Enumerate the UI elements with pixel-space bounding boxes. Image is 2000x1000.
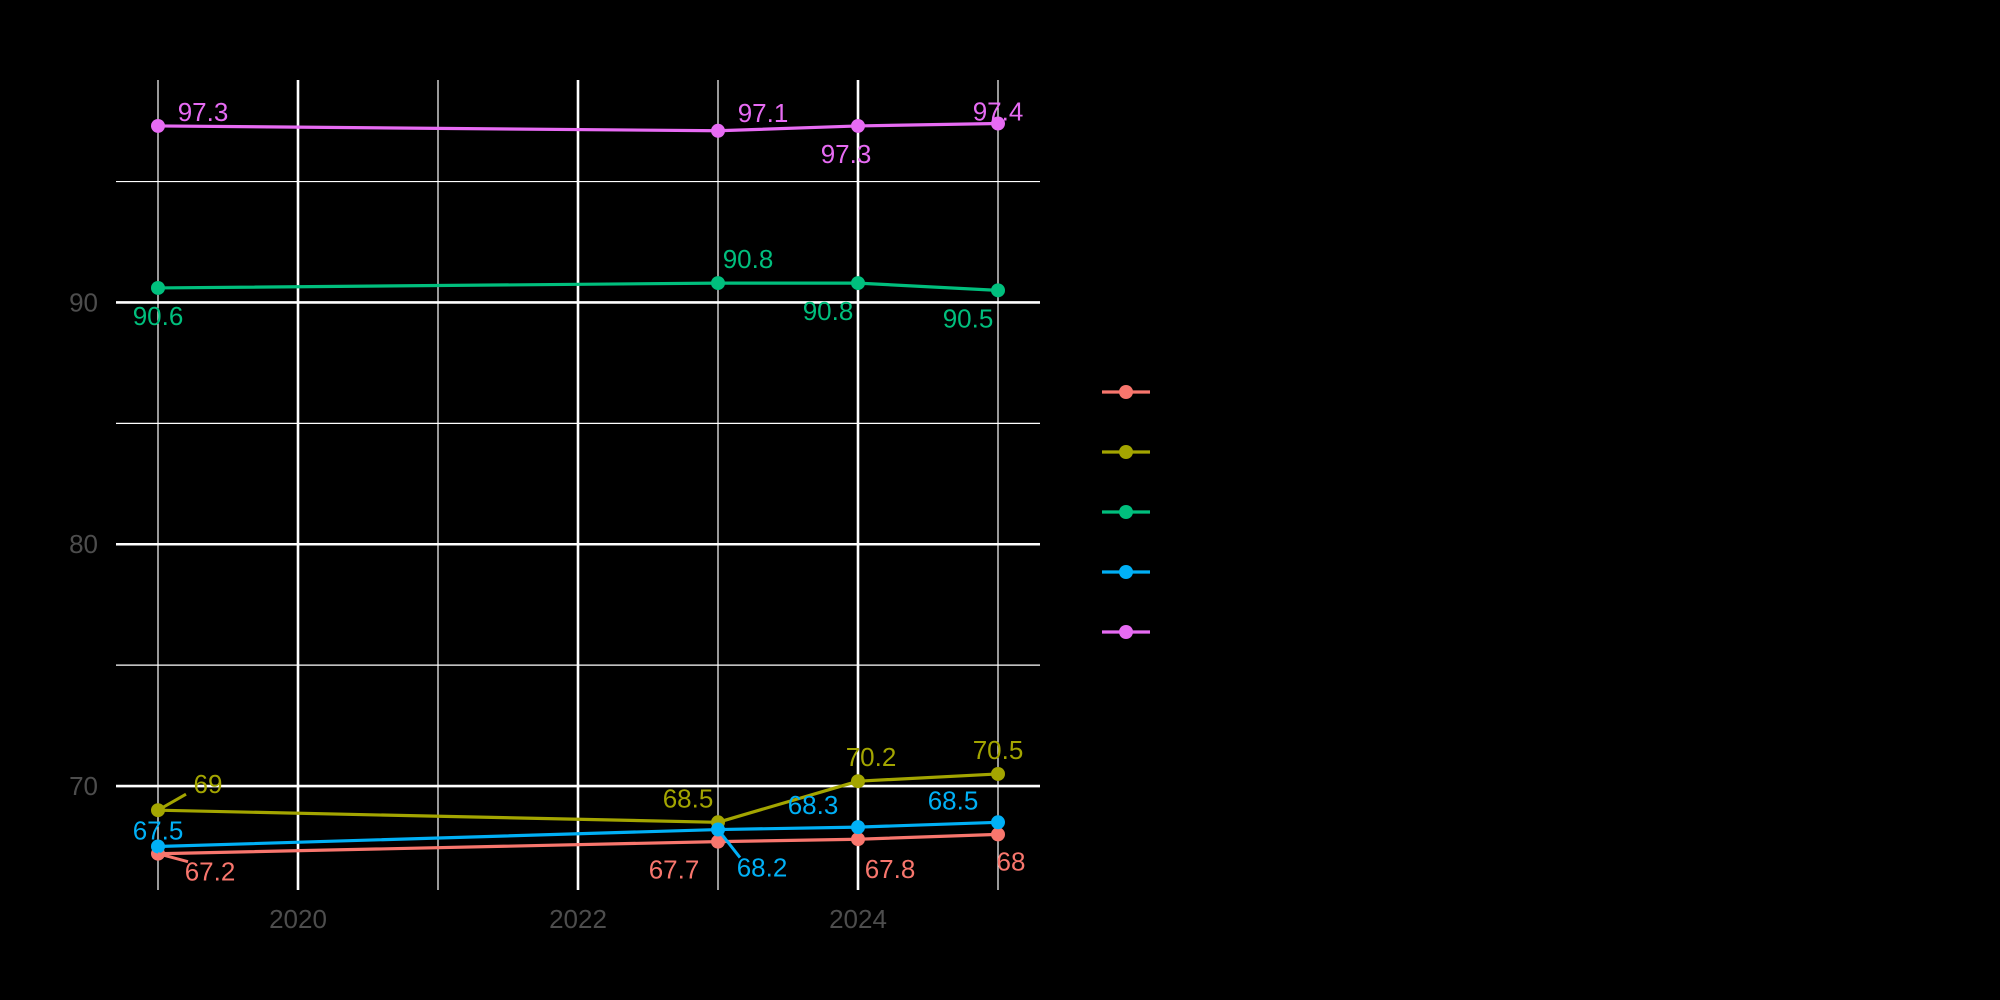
series-line bbox=[157, 281, 999, 292]
legend-key-point bbox=[1119, 445, 1133, 459]
data-label: 90.5 bbox=[943, 303, 994, 333]
data-point bbox=[851, 832, 865, 847]
data-point bbox=[711, 123, 725, 138]
data-label: 68.2 bbox=[737, 853, 788, 883]
data-label: 90.6 bbox=[133, 301, 184, 331]
y-tick-label: 90 bbox=[69, 287, 98, 317]
data-labels: 67.2 67.7 67.8 68 69 68.5 70.2 70.5 90.6 90.8 90.8… bbox=[133, 97, 1026, 887]
data-label: 90.8 bbox=[803, 296, 854, 326]
data-label: 97.1 bbox=[738, 98, 789, 128]
data-point bbox=[151, 118, 165, 133]
y-tick-label: 70 bbox=[69, 771, 98, 801]
data-point bbox=[991, 815, 1005, 830]
label-leader-line bbox=[716, 828, 742, 859]
data-label: 68.3 bbox=[788, 790, 839, 820]
legend-key-point bbox=[1119, 565, 1133, 579]
data-point bbox=[851, 118, 865, 133]
data-label: 97.4 bbox=[973, 97, 1024, 127]
data-point bbox=[991, 766, 1005, 781]
data-point bbox=[151, 280, 165, 295]
data-label: 67.2 bbox=[185, 857, 236, 887]
major-gridlines bbox=[116, 80, 1040, 890]
data-label: 97.3 bbox=[821, 139, 872, 169]
data-label: 69 bbox=[194, 769, 223, 799]
y-tick-label: 80 bbox=[69, 529, 98, 559]
y-axis-tick-labels: 70 80 90 bbox=[69, 287, 98, 801]
series-line bbox=[157, 820, 999, 849]
data-label: 70.2 bbox=[846, 742, 897, 772]
data-point bbox=[851, 276, 865, 291]
label-leader-line bbox=[157, 792, 187, 812]
x-tick-label: 2020 bbox=[269, 904, 327, 934]
label-leader-line bbox=[157, 852, 189, 864]
data-label: 67.7 bbox=[649, 855, 700, 885]
data-point bbox=[151, 839, 165, 854]
data-label: 68.5 bbox=[928, 785, 979, 815]
legend-key-point bbox=[1119, 625, 1133, 639]
legend-key-point bbox=[1119, 505, 1133, 519]
data-label: 70.5 bbox=[973, 735, 1024, 765]
data-point bbox=[851, 774, 865, 789]
data-point bbox=[991, 116, 1005, 131]
data-label: 97.3 bbox=[178, 97, 229, 127]
data-label: 90.8 bbox=[723, 244, 774, 274]
legend bbox=[1102, 385, 1150, 639]
data-label: 67.8 bbox=[865, 854, 916, 884]
x-axis-tick-labels: 2020 2022 2024 bbox=[269, 904, 887, 934]
data-point bbox=[991, 283, 1005, 298]
x-tick-label: 2022 bbox=[549, 904, 607, 934]
data-point bbox=[851, 820, 865, 835]
data-point bbox=[711, 834, 725, 849]
series-line bbox=[157, 121, 999, 133]
data-point bbox=[711, 276, 725, 291]
data-label: 68 bbox=[997, 846, 1026, 876]
legend-key-point bbox=[1119, 385, 1133, 399]
x-tick-label: 2024 bbox=[829, 904, 887, 934]
series-line bbox=[157, 772, 999, 824]
series-line bbox=[157, 832, 999, 856]
data-label: 67.5 bbox=[133, 815, 184, 845]
data-point bbox=[991, 827, 1005, 842]
data-label: 68.5 bbox=[663, 783, 714, 813]
